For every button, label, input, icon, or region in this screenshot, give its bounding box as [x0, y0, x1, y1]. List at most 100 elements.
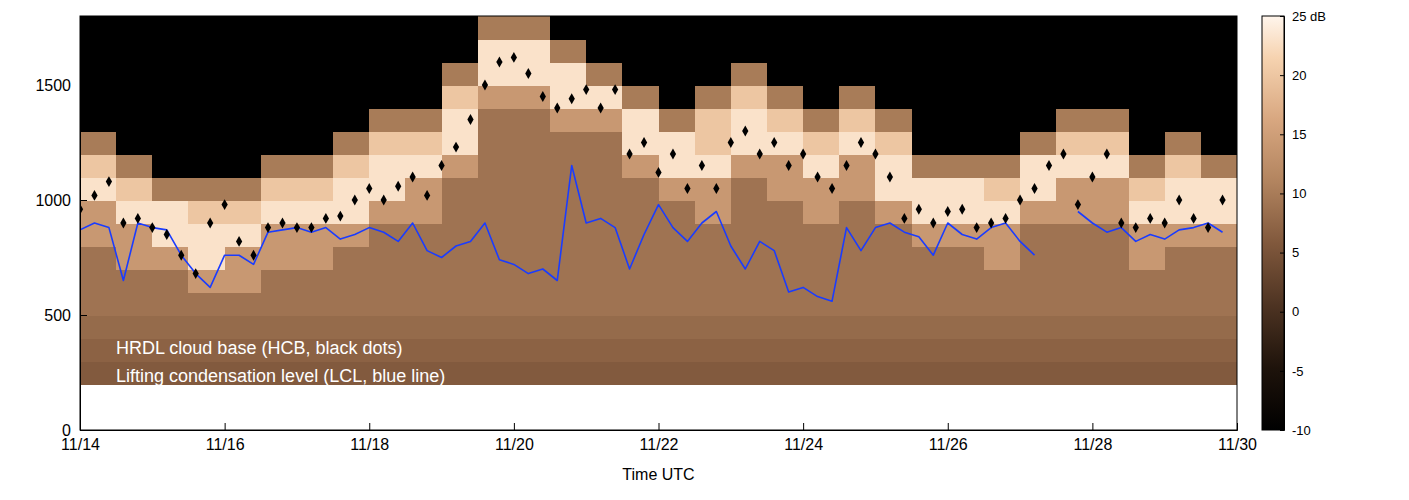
heatmap-cell: [369, 292, 406, 316]
heatmap-cell: [767, 108, 804, 132]
hcb-point: [1089, 172, 1095, 183]
hcb-point: [612, 84, 618, 95]
heatmap-cell: [586, 39, 623, 63]
heatmap-cell: [731, 269, 768, 293]
heatmap-cell: [948, 108, 985, 132]
heatmap-cell: [659, 16, 696, 40]
heatmap-cell: [912, 177, 949, 201]
heatmap-cell: [1165, 292, 1202, 316]
heatmap-cell: [369, 85, 406, 109]
heatmap-cell: [1201, 131, 1237, 155]
heatmap-cell: [731, 338, 768, 362]
hcb-point: [193, 268, 199, 279]
hcb-point: [149, 222, 155, 233]
heatmap-cell: [1056, 131, 1093, 155]
heatmap-cell: [695, 200, 732, 224]
heatmap-cell: [695, 39, 732, 63]
hcb-point: [1219, 195, 1225, 206]
tick-mark: [1092, 423, 1093, 430]
heatmap-cell: [1056, 85, 1093, 109]
heatmap-cell: [116, 246, 153, 270]
colorbar: -10-50510152025 dB: [1262, 9, 1326, 438]
hcb-point: [655, 167, 661, 178]
tick-mark: [948, 423, 949, 430]
heatmap-cell: [984, 62, 1021, 86]
heatmap-cell: [622, 154, 659, 178]
heatmap-cell: [622, 16, 659, 40]
heatmap-cell: [839, 177, 876, 201]
heatmap-cell: [839, 315, 876, 339]
heatmap-cell: [405, 315, 442, 339]
heatmap-cell: [80, 154, 117, 178]
heatmap-cell: [442, 361, 479, 385]
hcb-point: [410, 172, 416, 183]
heatmap-cell: [912, 108, 949, 132]
tick-mark: [225, 423, 226, 430]
heatmap-cell: [1165, 269, 1202, 293]
heatmap-cell: [1020, 200, 1057, 224]
heatmap-cell: [803, 85, 840, 109]
heatmap-cell: [1201, 338, 1237, 362]
tick-mark: [1280, 312, 1284, 313]
heatmap-cell: [1020, 177, 1057, 201]
tick: 1500: [35, 77, 87, 94]
heatmap-cell: [188, 85, 225, 109]
tick-mark: [1280, 253, 1284, 254]
tick-mark: [369, 423, 370, 430]
heatmap-cell: [1201, 361, 1237, 385]
heatmap-cell: [1129, 154, 1166, 178]
heatmap-cell: [912, 39, 949, 63]
heatmap-cell: [875, 108, 912, 132]
heatmap-cell: [225, 16, 262, 40]
heatmap-cell: [875, 315, 912, 339]
heatmap-cell: [1129, 85, 1166, 109]
heatmap-cell: [1165, 154, 1202, 178]
heatmap-cell: [442, 154, 479, 178]
heatmap-cell: [912, 200, 949, 224]
heatmap-cell: [984, 154, 1021, 178]
heatmap-cell: [297, 223, 334, 247]
heatmap-cell: [767, 361, 804, 385]
heatmap-cell: [1129, 39, 1166, 63]
heatmap-cell: [80, 177, 117, 201]
tick-label: 11/26: [929, 436, 968, 453]
heatmap-cell: [984, 361, 1021, 385]
heatmap-cell: [767, 16, 804, 40]
heatmap-cell: [405, 177, 442, 201]
heatmap-cell: [1129, 200, 1166, 224]
tick-label: 500: [44, 307, 71, 324]
hcb-point: [496, 57, 502, 68]
axis-line: [81, 423, 1238, 431]
heatmap-cell: [369, 131, 406, 155]
heatmap-cell: [116, 85, 153, 109]
heatmap-cell: [622, 200, 659, 224]
heatmap-cell: [912, 16, 949, 40]
heatmap-cell: [333, 315, 370, 339]
heatmap-cell: [333, 177, 370, 201]
heatmap-cell: [803, 177, 840, 201]
heatmap-cell: [622, 338, 659, 362]
heatmap-cell: [767, 131, 804, 155]
heatmap-cell: [875, 154, 912, 178]
heatmap-cell: [1201, 154, 1237, 178]
heatmap-cell: [803, 246, 840, 270]
heatmap-cell: [767, 292, 804, 316]
heatmap-cell: [875, 39, 912, 63]
heatmap-cell: [1129, 315, 1166, 339]
heatmap-cell: [1056, 177, 1093, 201]
tick-label: -10: [1292, 423, 1311, 438]
heatmap-cell: [767, 338, 804, 362]
tick: 0: [62, 422, 87, 439]
heatmap-cell: [514, 39, 551, 63]
hcb-point: [120, 218, 126, 229]
heatmap-cell: [948, 131, 985, 155]
heatmap-cell: [225, 39, 262, 63]
heatmap-cell: [1129, 292, 1166, 316]
heatmap-cell: [333, 269, 370, 293]
heatmap-cell: [984, 292, 1021, 316]
heatmap-cell: [478, 177, 515, 201]
hcb-point: [381, 195, 387, 206]
heatmap-cell: [839, 154, 876, 178]
heatmap-cell: [152, 223, 189, 247]
heatmap-cell: [333, 108, 370, 132]
